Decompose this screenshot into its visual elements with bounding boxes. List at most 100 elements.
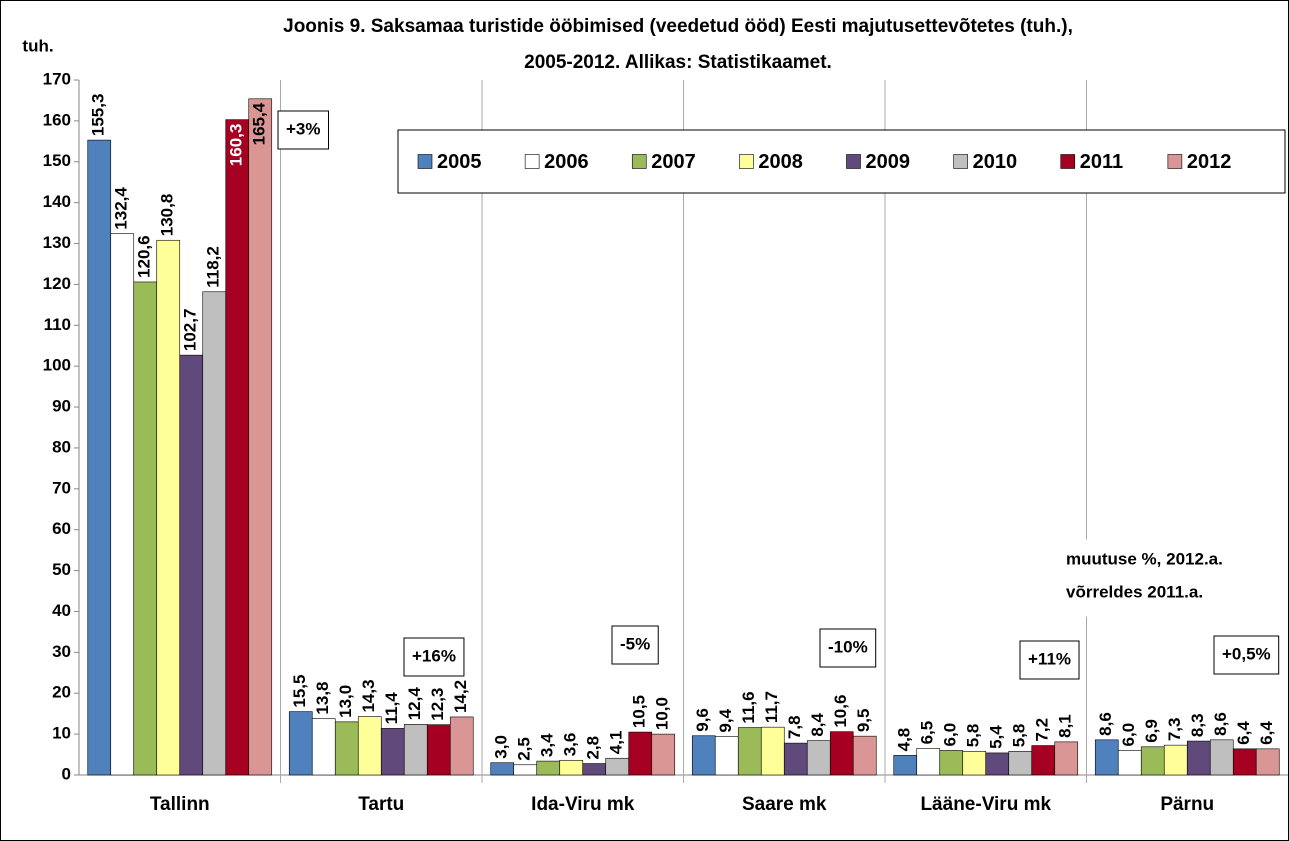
value-label: 15,5	[290, 675, 309, 708]
value-label: 10,5	[630, 695, 649, 728]
bar	[893, 755, 918, 776]
bar	[605, 757, 630, 776]
y-tick-label: 140	[43, 192, 71, 211]
bar	[962, 750, 987, 776]
legend-swatch	[524, 154, 540, 169]
value-label: 14,2	[451, 680, 470, 713]
y-tick-label: 60	[52, 519, 71, 538]
bar	[357, 716, 382, 776]
value-label: 160,3	[227, 124, 246, 167]
value-label: 132,4	[112, 187, 131, 230]
x-tick-label: Tartu	[358, 794, 404, 815]
bar	[1140, 746, 1165, 776]
bar	[1054, 741, 1079, 776]
x-tick-label: Pärnu	[1160, 794, 1214, 815]
value-label: 9,5	[854, 709, 873, 733]
legend-swatch	[846, 154, 861, 169]
value-label: 3,6	[561, 733, 580, 757]
value-label: 2,8	[584, 736, 603, 760]
legend-label: 2011	[1080, 151, 1123, 173]
value-label: 165,4	[250, 102, 269, 145]
bar	[380, 728, 405, 776]
value-label: 5,8	[1010, 724, 1029, 748]
note: muutuse %, 2012.a.	[1066, 549, 1223, 568]
value-label: 13,8	[313, 681, 332, 714]
y-tick-label: 30	[52, 642, 71, 661]
bar	[449, 716, 474, 776]
bar	[783, 742, 808, 776]
bar	[939, 750, 964, 776]
value-label: 12,4	[405, 687, 424, 721]
x-tick-label: Ida-Viru mk	[531, 794, 635, 815]
y-tick-label: 10	[52, 724, 71, 743]
chart-title: Joonis 9. Saksamaa turistide ööbimised (…	[283, 16, 1073, 37]
annotation: -10%	[828, 637, 868, 656]
value-label: 6,4	[1234, 721, 1253, 745]
legend-label: 2009	[866, 151, 911, 173]
bar	[133, 281, 158, 776]
note: võrreldes 2011.a.	[1066, 582, 1203, 601]
value-label: 120,6	[135, 235, 154, 278]
annotation: +3%	[286, 119, 321, 138]
bar	[334, 721, 359, 776]
value-label: 6,4	[1257, 721, 1276, 745]
annotation-box	[611, 625, 659, 665]
y-tick-label: 20	[52, 683, 71, 702]
x-tick-label: Tallinn	[150, 794, 210, 815]
bar	[1209, 739, 1234, 776]
y-axis-label: tuh.	[22, 36, 53, 55]
legend-label: 2005	[437, 151, 482, 173]
annotation-box	[277, 110, 329, 150]
legend-swatch	[631, 154, 647, 169]
legend-label: 2006	[544, 151, 589, 173]
annotation: -5%	[620, 634, 650, 653]
bar	[156, 239, 181, 776]
legend-label: 2010	[973, 151, 1018, 173]
value-label: 11,7	[762, 691, 781, 723]
y-tick-label: 0	[62, 764, 71, 783]
legend-swatch	[953, 154, 968, 169]
value-label: 8,1	[1056, 714, 1075, 738]
bar	[179, 354, 204, 776]
value-label: 6,9	[1142, 719, 1161, 743]
bar	[311, 718, 336, 776]
bar	[714, 736, 739, 776]
bar	[1163, 744, 1188, 776]
annotation: +0,5%	[1222, 644, 1271, 663]
value-label: 7,2	[1033, 718, 1052, 742]
bar	[985, 752, 1010, 776]
bar	[536, 760, 561, 776]
value-label: 155,3	[89, 94, 108, 137]
y-tick-label: 130	[43, 233, 71, 252]
bar	[490, 762, 515, 776]
bar	[559, 759, 584, 776]
bar	[513, 764, 538, 776]
bar	[248, 98, 273, 776]
bar	[852, 735, 877, 776]
value-label: 8,4	[808, 712, 827, 736]
y-tick-label: 70	[52, 478, 71, 497]
y-tick-label: 160	[43, 110, 71, 129]
value-label: 2,5	[515, 737, 534, 761]
bar	[829, 731, 854, 776]
y-tick-label: 50	[52, 560, 71, 579]
value-label: 118,2	[204, 246, 223, 288]
value-label: 8,6	[1096, 712, 1115, 736]
x-tick-label: Lääne-Viru mk	[920, 794, 1051, 815]
bar	[225, 119, 250, 776]
bar	[916, 748, 941, 776]
y-tick-label: 110	[44, 315, 71, 334]
bar	[202, 291, 227, 776]
value-label: 7,3	[1165, 718, 1184, 742]
legend-label: 2007	[651, 151, 696, 173]
value-label: 6,0	[941, 723, 960, 747]
bar	[628, 731, 653, 776]
y-tick-label: 150	[43, 151, 71, 170]
annotation-box	[1213, 635, 1280, 675]
bar	[1232, 748, 1257, 776]
bar	[288, 711, 313, 776]
legend-swatch	[739, 154, 754, 169]
y-tick-label: 100	[43, 356, 71, 375]
value-label: 3,0	[492, 735, 511, 759]
